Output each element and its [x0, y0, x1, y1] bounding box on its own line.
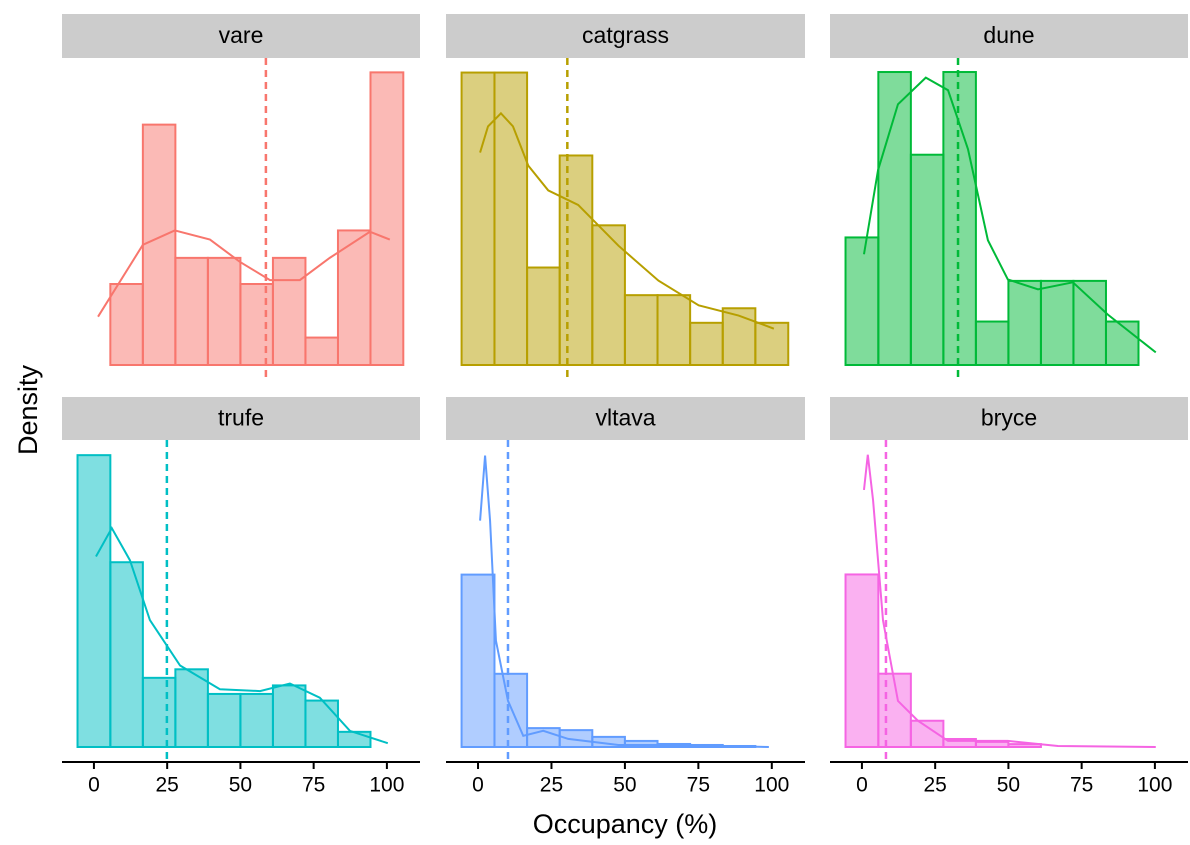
bar [206, 256, 242, 366]
bar [558, 154, 594, 366]
strip [62, 14, 420, 58]
bar [271, 256, 307, 366]
bar [591, 224, 626, 366]
x-tick-label: 0 [856, 774, 868, 797]
bar [1072, 279, 1107, 366]
bar [844, 573, 880, 749]
strip-text: vare [219, 22, 264, 48]
strip [830, 14, 1188, 58]
bar [336, 229, 372, 366]
bar [974, 740, 1010, 748]
bar [909, 153, 945, 366]
x-tick-label: 25 [540, 774, 563, 797]
bar [689, 321, 724, 367]
bar [76, 454, 112, 748]
bar [460, 573, 496, 748]
bar [493, 71, 529, 366]
bar [877, 672, 912, 748]
density-curve [479, 111, 775, 330]
bar [754, 321, 790, 367]
bar [974, 320, 1010, 366]
bar [844, 236, 880, 366]
bar [239, 692, 274, 749]
x-tick-label: 50 [613, 774, 636, 797]
bar [141, 123, 177, 366]
strip-text: catgrass [582, 22, 669, 48]
strip-text: bryce [981, 405, 1037, 431]
strip-text: dune [983, 22, 1034, 48]
bar [369, 71, 405, 367]
bar [109, 283, 144, 366]
bar [1104, 320, 1140, 366]
bar [141, 676, 177, 749]
density-curve [479, 455, 769, 748]
x-tick-label: 50 [229, 774, 252, 797]
x-tick-label: 50 [997, 774, 1020, 797]
bar [174, 668, 209, 749]
bar [1039, 279, 1075, 366]
bar [623, 739, 659, 749]
x-tick-label: 0 [472, 774, 484, 797]
density-curve [97, 229, 391, 318]
density-curve [862, 76, 1157, 354]
x-tick-label: 100 [1137, 774, 1172, 797]
bar [942, 71, 977, 366]
bar [336, 730, 372, 748]
bar [623, 294, 659, 366]
x-tick-label: 25 [923, 774, 946, 797]
x-tick-label: 75 [302, 774, 325, 797]
density-curve [95, 526, 389, 745]
strip [62, 397, 420, 440]
x-tick-label: 25 [155, 774, 178, 797]
x-tick-label: 100 [369, 774, 404, 797]
bar [877, 71, 912, 366]
bar [304, 336, 339, 366]
y-axis-title: Density [13, 364, 43, 455]
strip-text: trufe [218, 405, 264, 431]
bar [526, 266, 561, 367]
strip [446, 397, 805, 440]
x-tick-label: 0 [88, 774, 100, 797]
bar [239, 283, 274, 366]
strip [830, 397, 1188, 440]
x-tick-label: 75 [687, 774, 710, 797]
bar [109, 561, 144, 749]
density-curve [862, 454, 1156, 748]
bar [304, 699, 339, 748]
x-tick-label: 75 [1070, 774, 1093, 797]
bar [1007, 743, 1042, 749]
bar [493, 672, 529, 748]
bar [174, 256, 209, 366]
strip [446, 14, 805, 58]
x-axis-title: Occupancy (%) [533, 809, 718, 839]
strip-text: vltava [595, 405, 655, 431]
bar [271, 684, 307, 749]
bar [206, 692, 242, 749]
bar [656, 294, 692, 366]
bar [721, 307, 757, 366]
x-tick-label: 100 [754, 774, 789, 797]
bar [1007, 279, 1042, 366]
bar [460, 71, 496, 366]
